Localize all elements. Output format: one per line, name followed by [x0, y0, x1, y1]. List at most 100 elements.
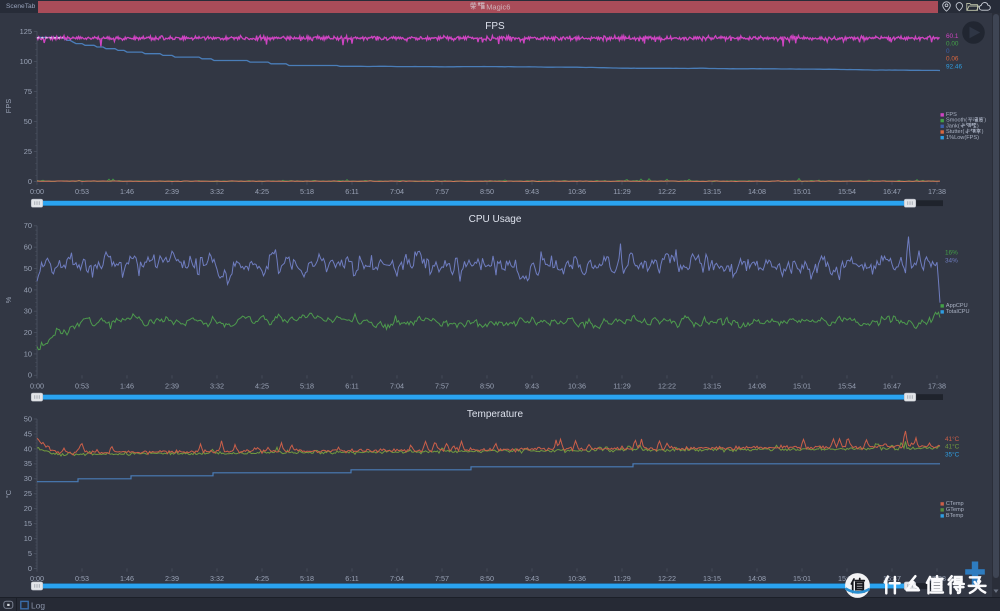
svg-text:1:46: 1:46	[120, 382, 134, 391]
svg-text:20: 20	[24, 328, 32, 337]
svg-text:92.46: 92.46	[946, 64, 962, 71]
svg-text:1%Low(FPS): 1%Low(FPS)	[946, 135, 979, 141]
svg-text:125: 125	[20, 27, 32, 36]
svg-text:15:54: 15:54	[838, 382, 856, 391]
svg-text:14:08: 14:08	[748, 574, 766, 583]
svg-text:16:47: 16:47	[883, 574, 901, 583]
svg-text:13:15: 13:15	[703, 382, 721, 391]
svg-text:15:54: 15:54	[838, 187, 856, 196]
svg-text:12:22: 12:22	[658, 574, 676, 583]
svg-text:3:32: 3:32	[210, 574, 224, 583]
svg-text:Stutter(: Stutter(	[946, 129, 964, 135]
svg-text:0:00: 0:00	[30, 382, 44, 391]
svg-text:16:47: 16:47	[883, 187, 901, 196]
svg-text:3:32: 3:32	[210, 187, 224, 196]
svg-text:10: 10	[24, 349, 32, 358]
svg-text:34%: 34%	[945, 258, 958, 265]
svg-text:45: 45	[24, 429, 32, 438]
svg-text:17:38: 17:38	[928, 187, 946, 196]
svg-text:50: 50	[24, 414, 32, 423]
svg-text:16:47: 16:47	[883, 382, 901, 391]
svg-text:30: 30	[24, 474, 32, 483]
svg-text:12:22: 12:22	[658, 382, 676, 391]
svg-text:TotalCPU: TotalCPU	[946, 309, 970, 315]
svg-text:10:36: 10:36	[568, 382, 586, 391]
svg-text:15:01: 15:01	[793, 382, 811, 391]
svg-text:7:57: 7:57	[435, 382, 449, 391]
svg-text:2:39: 2:39	[165, 574, 179, 583]
svg-text:5:18: 5:18	[300, 187, 314, 196]
svg-text:8:50: 8:50	[480, 382, 494, 391]
svg-text:): )	[982, 129, 984, 135]
svg-text:%: %	[4, 296, 13, 303]
svg-text:Log: Log	[31, 600, 45, 610]
svg-text:15:54: 15:54	[838, 574, 856, 583]
svg-text:GTemp: GTemp	[946, 507, 964, 513]
svg-text:5:18: 5:18	[300, 574, 314, 583]
svg-text:4:25: 4:25	[255, 187, 269, 196]
svg-text:AppCPU: AppCPU	[946, 303, 968, 309]
svg-text:1:46: 1:46	[120, 574, 134, 583]
svg-text:25: 25	[24, 147, 32, 156]
svg-text:50: 50	[24, 264, 32, 273]
svg-text:35°C: 35°C	[945, 451, 960, 459]
svg-text:11:29: 11:29	[613, 382, 630, 391]
svg-text:100: 100	[20, 57, 32, 66]
svg-text:60.1: 60.1	[946, 33, 959, 40]
svg-text:40: 40	[24, 285, 32, 294]
svg-text:7:04: 7:04	[390, 574, 404, 583]
svg-text:FPS: FPS	[485, 21, 505, 32]
svg-text:6:11: 6:11	[345, 574, 358, 583]
svg-text:50: 50	[24, 117, 32, 126]
svg-text:8:50: 8:50	[480, 187, 494, 196]
svg-text:13:15: 13:15	[703, 574, 721, 583]
svg-text:14:08: 14:08	[748, 187, 766, 196]
svg-text:8:50: 8:50	[480, 574, 494, 583]
svg-text:FPS: FPS	[946, 112, 957, 118]
svg-text:4:25: 4:25	[255, 574, 269, 583]
svg-text:6:11: 6:11	[345, 382, 358, 391]
svg-text:7:57: 7:57	[435, 187, 449, 196]
svg-text:0:53: 0:53	[75, 574, 89, 583]
svg-text:11:29: 11:29	[613, 574, 630, 583]
svg-text:5:18: 5:18	[300, 382, 314, 391]
svg-text:0: 0	[28, 371, 32, 380]
svg-text:10:36: 10:36	[568, 187, 586, 196]
svg-text:0:53: 0:53	[75, 187, 89, 196]
svg-text:2:39: 2:39	[165, 382, 179, 391]
svg-text:CPU Usage: CPU Usage	[469, 214, 522, 225]
svg-text:20: 20	[24, 504, 32, 513]
svg-text:12:22: 12:22	[658, 187, 676, 196]
svg-text:4:25: 4:25	[255, 382, 269, 391]
svg-text:9:43: 9:43	[525, 187, 539, 196]
svg-text:9:43: 9:43	[525, 574, 539, 583]
svg-text:2:39: 2:39	[165, 187, 179, 196]
svg-text:): )	[984, 118, 986, 124]
svg-text:CTemp: CTemp	[946, 501, 964, 507]
svg-text:10: 10	[24, 534, 32, 543]
svg-text:°C: °C	[4, 489, 13, 498]
svg-text:10:36: 10:36	[568, 574, 586, 583]
svg-text:0:00: 0:00	[30, 574, 44, 583]
svg-text:40: 40	[24, 444, 32, 453]
svg-text:0.06: 0.06	[946, 56, 959, 63]
svg-text:41°C: 41°C	[945, 443, 960, 451]
svg-text:15:01: 15:01	[793, 574, 811, 583]
svg-text:17:38: 17:38	[928, 382, 946, 391]
svg-text:11:29: 11:29	[613, 187, 630, 196]
svg-text:3:32: 3:32	[210, 382, 224, 391]
svg-text:14:08: 14:08	[748, 382, 766, 391]
svg-text:): )	[977, 123, 979, 129]
svg-text:7:57: 7:57	[435, 574, 449, 583]
svg-text:1:46: 1:46	[120, 187, 134, 196]
svg-text:25: 25	[24, 489, 32, 498]
svg-text:41°C: 41°C	[945, 435, 960, 443]
svg-text:60: 60	[24, 243, 32, 252]
svg-text:35: 35	[24, 459, 32, 468]
svg-text:0:53: 0:53	[75, 382, 89, 391]
svg-text:7:04: 7:04	[390, 382, 404, 391]
svg-text:70: 70	[24, 221, 32, 230]
svg-text:13:15: 13:15	[703, 187, 721, 196]
svg-text:0.00: 0.00	[946, 41, 959, 48]
svg-text:7:04: 7:04	[390, 187, 404, 196]
